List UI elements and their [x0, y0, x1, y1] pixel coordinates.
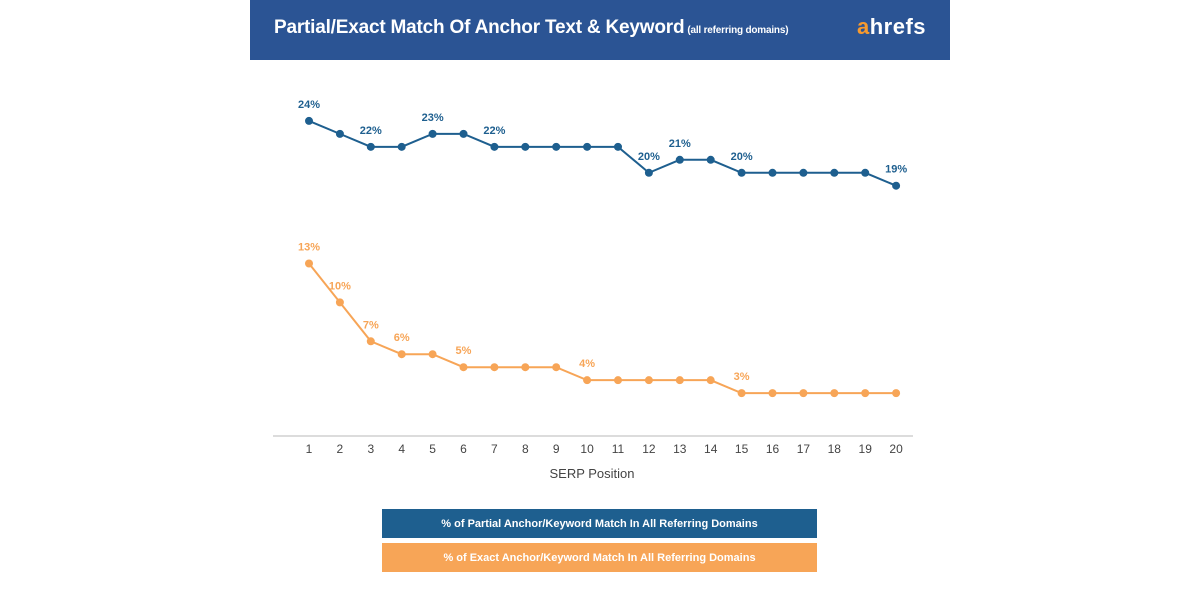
x-tick-label: 11	[612, 442, 625, 456]
legend-item-exact: % of Exact Anchor/Keyword Match In All R…	[382, 543, 817, 572]
data-label: 4%	[579, 358, 595, 370]
data-point	[552, 142, 561, 151]
data-point	[614, 376, 622, 385]
data-point	[459, 363, 468, 372]
data-point	[737, 168, 746, 177]
data-point	[830, 168, 839, 177]
data-point	[830, 389, 839, 398]
x-tick-label: 6	[460, 442, 467, 456]
data-point	[366, 142, 375, 151]
data-point	[706, 376, 715, 385]
chart-title-text: Partial/Exact Match Of Anchor Text & Key…	[274, 17, 685, 38]
data-point	[706, 155, 715, 164]
data-point	[459, 129, 468, 138]
logo-accent-letter: a	[856, 14, 870, 39]
x-tick-label: 10	[580, 442, 594, 456]
data-label: 22%	[360, 125, 382, 137]
data-point	[892, 389, 901, 398]
data-label: 10%	[329, 280, 351, 292]
chart-subtitle: (all referring domains)	[687, 25, 789, 36]
data-point	[892, 181, 901, 190]
logo-text: hrefs	[869, 14, 926, 39]
data-point	[552, 363, 561, 372]
x-tick-label: 1	[306, 442, 313, 456]
x-tick-label: 8	[522, 442, 529, 456]
data-point	[335, 298, 344, 307]
data-label: 20%	[638, 151, 660, 163]
data-label: 22%	[483, 125, 505, 137]
data-point	[768, 168, 777, 177]
data-label: 5%	[456, 345, 472, 357]
data-point	[335, 129, 344, 138]
x-tick-label: 15	[735, 442, 749, 456]
data-point	[366, 337, 375, 346]
data-point	[305, 116, 313, 125]
series-line-partial	[308, 120, 897, 187]
data-point	[428, 350, 437, 359]
x-tick-label: 12	[642, 442, 656, 456]
data-point	[799, 389, 808, 398]
data-label: 20%	[731, 151, 753, 163]
data-point	[305, 259, 313, 268]
data-point	[644, 168, 653, 177]
x-tick-label: 18	[828, 442, 842, 456]
data-label: 6%	[394, 332, 410, 344]
data-point	[861, 168, 870, 177]
legend-label-partial: % of Partial Anchor/Keyword Match In All…	[441, 517, 758, 530]
data-point	[490, 363, 499, 372]
x-tick-label: 4	[398, 442, 405, 456]
data-point	[521, 142, 530, 151]
x-tick-label: 17	[797, 442, 811, 456]
chart-header: Partial/Exact Match Of Anchor Text & Key…	[250, 0, 950, 60]
data-label: 24%	[298, 99, 320, 111]
data-point	[644, 376, 653, 385]
data-label: 21%	[669, 138, 691, 150]
chart-title: Partial/Exact Match Of Anchor Text & Key…	[274, 17, 789, 39]
series-line-exact	[308, 262, 897, 395]
legend-item-partial: % of Partial Anchor/Keyword Match In All…	[382, 509, 817, 538]
x-tick-label: 2	[337, 442, 344, 456]
x-tick-label: 7	[491, 442, 498, 456]
data-label: 3%	[734, 371, 750, 383]
data-point	[737, 389, 746, 398]
legend-label-exact: % of Exact Anchor/Keyword Match In All R…	[443, 551, 756, 564]
data-point	[675, 155, 684, 164]
data-point	[768, 389, 777, 398]
x-tick-label: 14	[704, 442, 718, 456]
data-point	[583, 142, 592, 151]
data-point	[799, 168, 808, 177]
data-label: 19%	[885, 164, 907, 176]
data-point	[397, 350, 406, 359]
data-point	[583, 376, 592, 385]
x-tick-label: 5	[429, 442, 436, 456]
x-tick-label: 16	[766, 442, 780, 456]
data-point	[521, 363, 530, 372]
x-tick-label: 3	[367, 442, 374, 456]
data-label: 7%	[363, 319, 379, 331]
data-point	[490, 142, 499, 151]
x-tick-label: 9	[553, 442, 560, 456]
x-tick-label: 19	[859, 442, 873, 456]
data-point	[614, 142, 622, 151]
data-point	[428, 129, 437, 138]
data-point	[397, 142, 406, 151]
x-tick-label: 20	[889, 442, 903, 456]
data-point	[675, 376, 684, 385]
data-label: 23%	[422, 112, 444, 124]
x-tick-label: 13	[673, 442, 687, 456]
data-point	[861, 389, 870, 398]
x-axis-title: SERP Position	[549, 466, 634, 481]
ahrefs-logo: ahrefs	[857, 14, 926, 40]
data-label: 13%	[298, 242, 320, 254]
